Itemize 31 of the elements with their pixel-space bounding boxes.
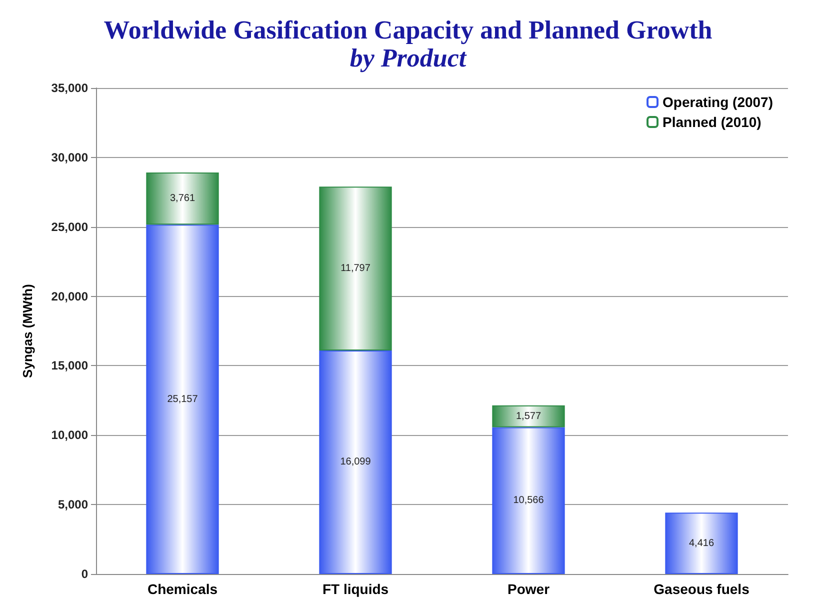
bar <box>146 172 219 225</box>
bar <box>492 427 565 574</box>
chart-title: Worldwide Gasification Capacity and Planned Growth <box>104 16 713 44</box>
x-tick-label: Gaseous fuels <box>654 581 750 597</box>
y-tick-label: 20,000 <box>51 289 88 304</box>
y-tick-label: 30,000 <box>51 150 88 164</box>
data-label: 10,566 <box>513 495 544 506</box>
bar <box>319 186 392 350</box>
legend-label: Planned (2010) <box>662 114 762 130</box>
data-label: 11,797 <box>340 263 371 274</box>
bar <box>319 350 392 574</box>
data-label: 25,157 <box>167 394 198 405</box>
bar <box>146 224 219 574</box>
x-tick-label: Power <box>507 581 550 597</box>
y-tick-label: 10,000 <box>51 428 88 442</box>
legend-label: Operating (2007) <box>662 94 774 110</box>
data-label: 3,761 <box>170 193 196 204</box>
data-label: 4,416 <box>688 538 714 549</box>
chart-subtitle: by Product <box>350 44 467 72</box>
y-tick-label: 25,000 <box>51 220 88 234</box>
y-axis-title: Syngas (MWth) <box>20 284 35 378</box>
x-tick-label: Chemicals <box>147 581 218 597</box>
y-tick-label: 5,000 <box>58 498 88 512</box>
bar <box>665 512 738 574</box>
x-tick-label: FT liquids <box>322 581 389 597</box>
y-tick-label: 15,000 <box>51 358 88 373</box>
y-tick-label: 35,000 <box>51 81 88 95</box>
data-label: 1,577 <box>516 410 542 422</box>
bar <box>492 405 565 428</box>
y-tick-label: 0 <box>81 567 88 581</box>
data-label: 16,099 <box>340 456 372 468</box>
